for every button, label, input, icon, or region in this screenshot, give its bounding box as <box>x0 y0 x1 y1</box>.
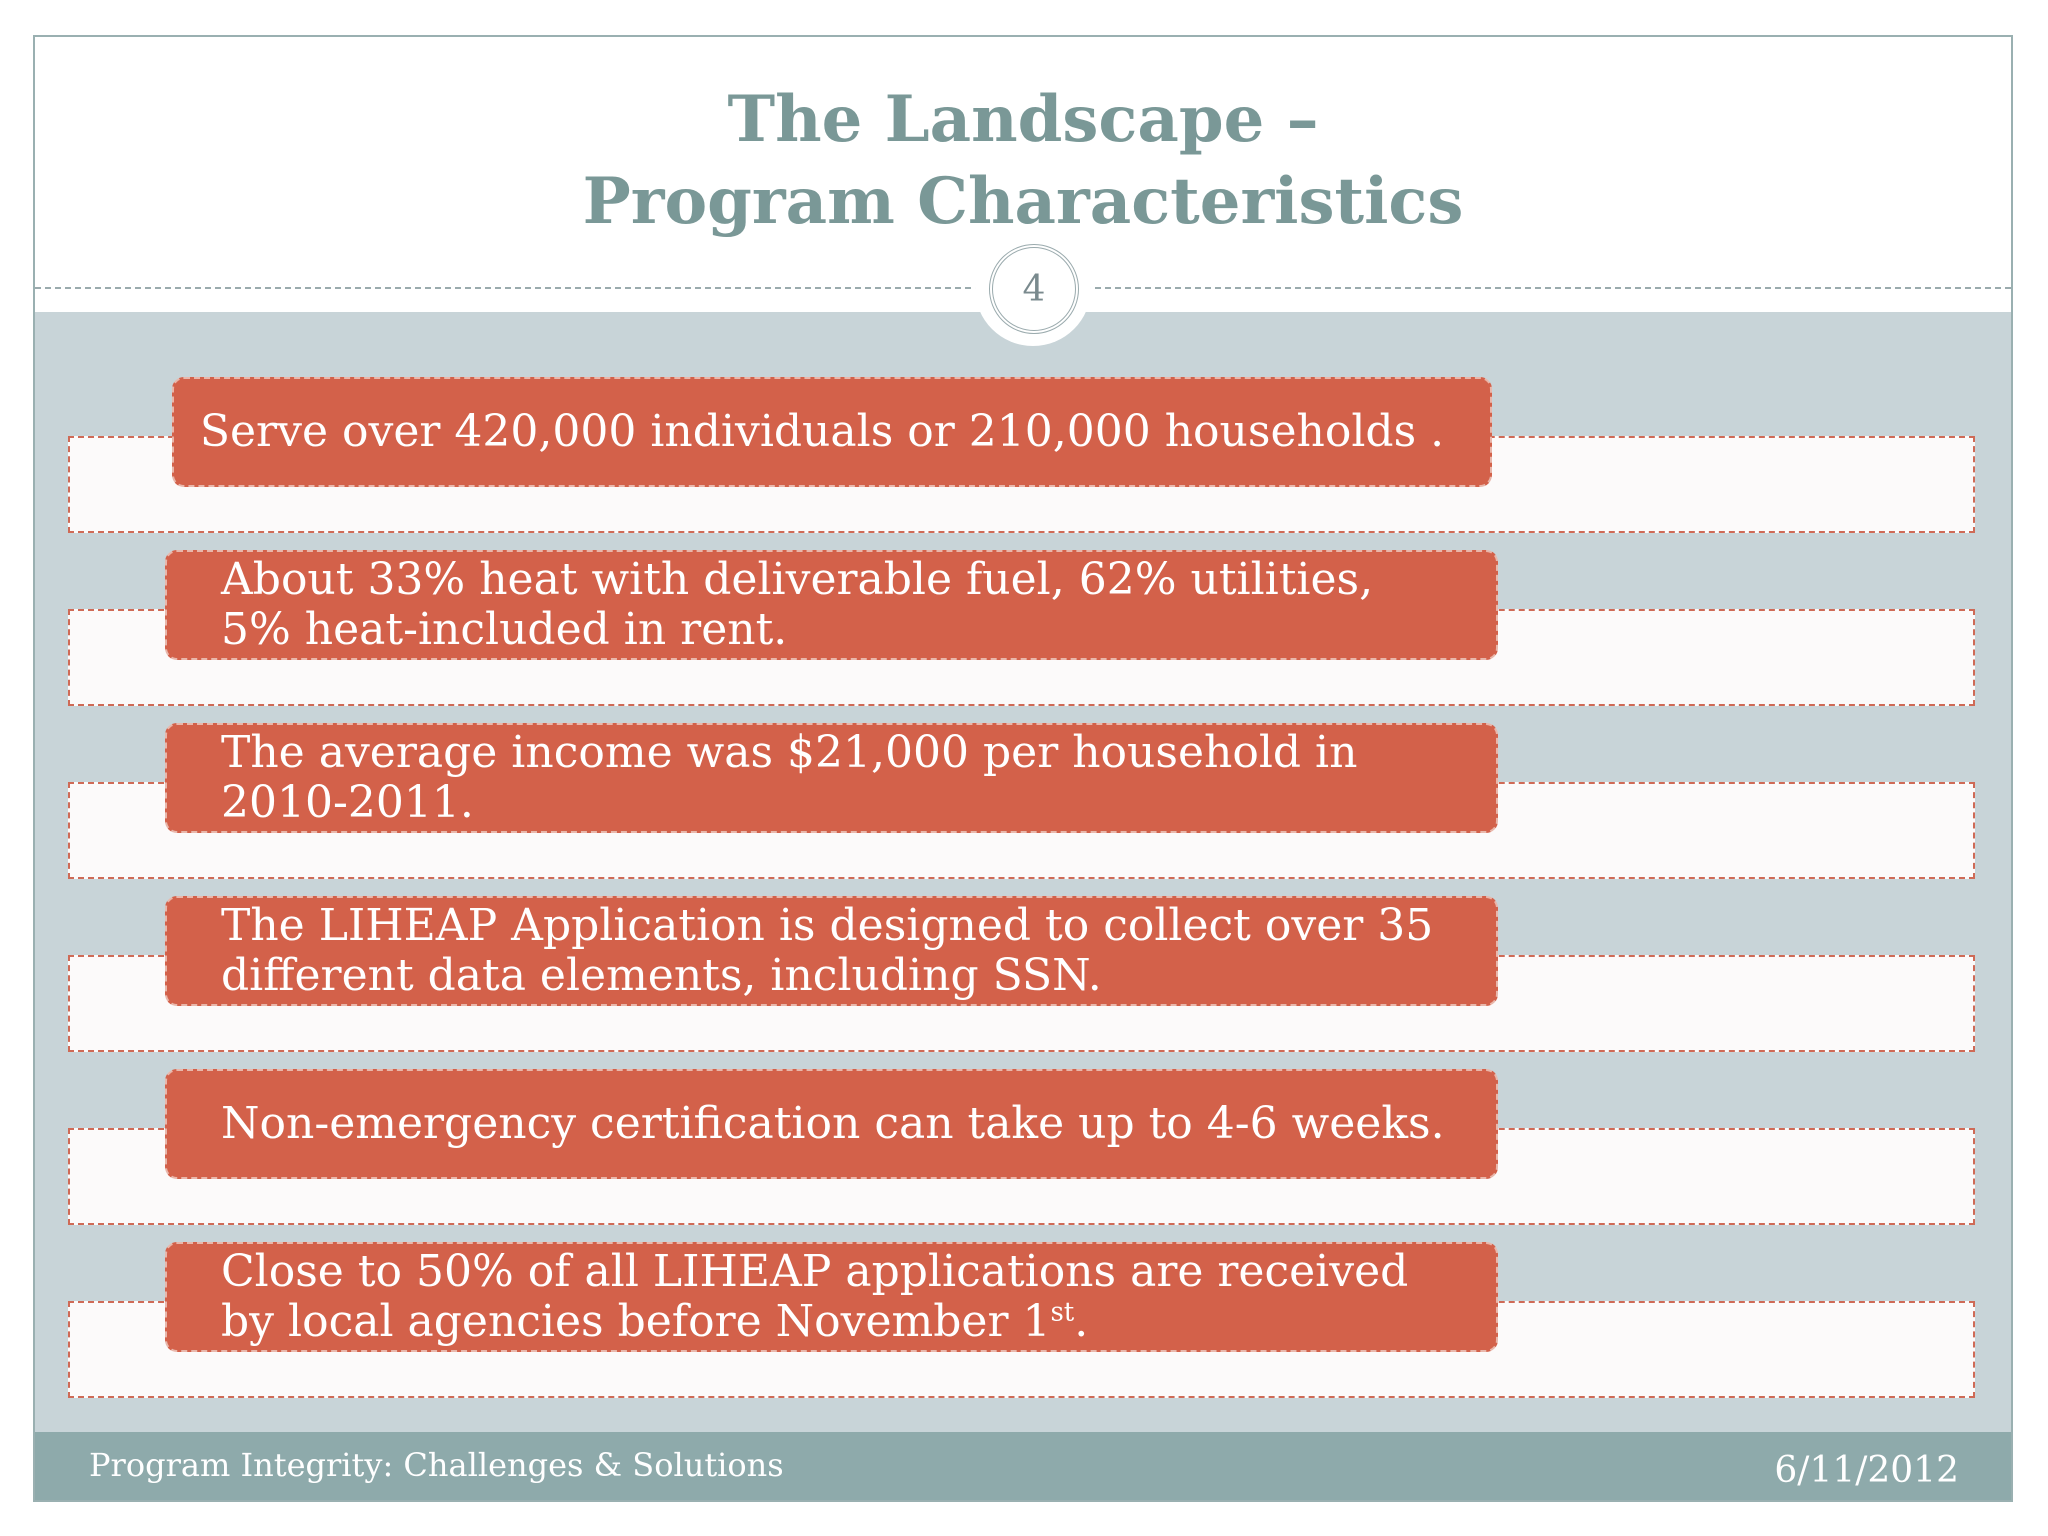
list-item: About 33% heat with deliverable fuel, 62… <box>35 550 2011 706</box>
list-item: The LIHEAP Application is designed to co… <box>35 896 2011 1052</box>
page-number-ring: 4 <box>989 244 1079 334</box>
item-text-wrap: Close to 50% of all LIHEAP applications … <box>221 1247 1456 1347</box>
page-number-badge: 4 <box>975 230 1091 346</box>
list-item: The average income was $21,000 per house… <box>35 723 2011 879</box>
footer: Program Integrity: Challenges & Solution… <box>35 1432 2011 1500</box>
title-line-1: The Landscape – <box>727 82 1319 157</box>
item-text: The LIHEAP Application is designed to co… <box>221 900 1434 1001</box>
title-line-2: Program Characteristics <box>582 164 1464 239</box>
item-text: About 33% heat with deliverable fuel, 62… <box>221 554 1374 655</box>
content-area: Serve over 420,000 individuals or 210,00… <box>35 312 2011 1467</box>
footer-title: Program Integrity: Challenges & Solution… <box>89 1446 784 1484</box>
slide: The Landscape – Program Characteristics … <box>33 35 2013 1502</box>
item-text-suffix: . <box>1074 1296 1089 1347</box>
footer-date: 6/11/2012 <box>1774 1450 1959 1491</box>
item-text: The average income was $21,000 per house… <box>221 727 1358 828</box>
item-pill: The LIHEAP Application is designed to co… <box>165 896 1498 1006</box>
item-superscript: st <box>1050 1297 1075 1328</box>
item-text: Close to 50% of all LIHEAP applications … <box>221 1246 1409 1347</box>
list-item: Serve over 420,000 individuals or 210,00… <box>35 377 2011 533</box>
item-pill: Serve over 420,000 individuals or 210,00… <box>172 377 1492 487</box>
list-item: Non-emergency certification can take up … <box>35 1069 2011 1225</box>
list-item: Close to 50% of all LIHEAP applications … <box>35 1242 2011 1398</box>
item-pill: The average income was $21,000 per house… <box>165 723 1498 833</box>
item-pill: Close to 50% of all LIHEAP applications … <box>165 1242 1498 1352</box>
item-text: Non-emergency certification can take up … <box>221 1098 1445 1149</box>
item-text: Serve over 420,000 individuals or 210,00… <box>199 406 1445 457</box>
item-pill: Non-emergency certification can take up … <box>165 1069 1498 1179</box>
page-number: 4 <box>1022 268 1046 310</box>
item-pill: About 33% heat with deliverable fuel, 62… <box>165 550 1498 660</box>
slide-title: The Landscape – Program Characteristics <box>35 79 2011 243</box>
